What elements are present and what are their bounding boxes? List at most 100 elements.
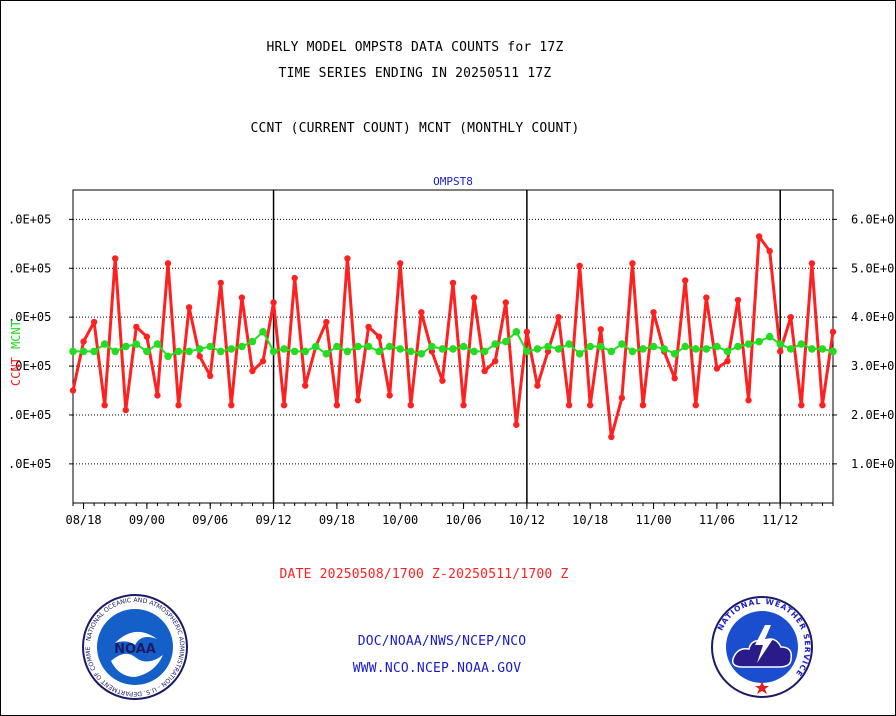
data-point-mcnt <box>691 345 700 353</box>
data-point-ccnt <box>122 406 129 414</box>
y-tick-label-right: 5.0E+0 <box>851 261 894 275</box>
data-point-mcnt <box>79 347 88 356</box>
y-tick-label-left: .0E+05 <box>8 408 51 422</box>
data-point-mcnt <box>702 345 711 353</box>
legend-line: CCNT (CURRENT COUNT) MCNT (MONTHLY COUNT… <box>250 121 580 136</box>
data-point-mcnt <box>639 345 647 353</box>
data-point-mcnt <box>248 337 257 346</box>
data-point-mcnt <box>491 340 500 348</box>
data-point-mcnt <box>206 342 215 351</box>
data-point-ccnt <box>302 382 309 389</box>
data-point-ccnt <box>755 233 763 240</box>
date-range: DATE 20250508/1700 Z-20250511/1700 Z <box>279 567 569 582</box>
data-point-mcnt <box>829 347 837 356</box>
data-point-mcnt <box>575 350 584 358</box>
data-point-mcnt <box>554 345 563 353</box>
data-point-mcnt <box>734 342 742 351</box>
data-point-ccnt <box>185 304 193 311</box>
data-point-mcnt <box>808 345 816 353</box>
data-point-ccnt <box>90 318 98 326</box>
data-point-ccnt <box>502 299 509 306</box>
data-point-ccnt <box>375 333 383 340</box>
x-tick-label: 10/18 <box>572 513 608 527</box>
data-point-ccnt <box>787 313 794 321</box>
data-point-ccnt <box>798 401 805 409</box>
data-point-mcnt <box>797 340 806 348</box>
y-tick-label-left: .0E+05 <box>8 261 51 275</box>
data-point-mcnt <box>385 342 394 351</box>
data-point-ccnt <box>112 255 119 262</box>
y-tick-label-right: 1.0E+0 <box>851 457 894 471</box>
data-point-ccnt <box>682 277 689 284</box>
data-point-ccnt <box>175 401 182 409</box>
data-point-ccnt <box>69 387 77 394</box>
x-tick-label: 11/12 <box>762 513 798 527</box>
data-point-ccnt <box>713 365 721 372</box>
data-point-mcnt <box>406 347 415 356</box>
data-point-mcnt <box>90 347 98 356</box>
data-point-mcnt <box>512 328 521 336</box>
data-point-ccnt <box>766 247 773 255</box>
data-point-ccnt <box>608 433 615 441</box>
data-point-ccnt <box>703 294 710 301</box>
data-point-ccnt <box>196 353 203 360</box>
data-point-mcnt <box>111 347 120 356</box>
data-point-mcnt <box>143 347 151 356</box>
data-point-mcnt <box>818 345 827 353</box>
data-point-mcnt <box>269 347 278 356</box>
data-point-mcnt <box>607 347 616 356</box>
data-point-mcnt <box>755 337 763 346</box>
x-tick-label: 08/18 <box>65 513 101 527</box>
x-tick-label: 10/00 <box>382 513 418 527</box>
data-point-ccnt <box>365 323 372 331</box>
chart-title: OMPST8 <box>433 175 473 188</box>
data-point-ccnt <box>629 260 636 267</box>
data-point-ccnt <box>808 260 816 267</box>
x-tick-label: 09/18 <box>319 513 355 527</box>
data-point-ccnt <box>618 394 626 402</box>
data-point-ccnt <box>576 262 583 270</box>
x-tick-label: 10/06 <box>445 513 481 527</box>
y-tick-label-left: .0E+05 <box>8 457 51 471</box>
data-point-mcnt <box>586 342 595 351</box>
data-point-ccnt <box>291 274 298 282</box>
data-point-mcnt <box>375 347 383 356</box>
data-point-mcnt <box>185 347 193 356</box>
y-tick-label-left: .0E+05 <box>8 310 51 324</box>
data-point-mcnt <box>544 342 552 351</box>
data-point-ccnt <box>777 348 784 355</box>
data-point-mcnt <box>259 328 267 336</box>
data-point-ccnt <box>692 401 699 409</box>
data-point-ccnt <box>207 372 214 380</box>
data-point-ccnt <box>734 296 742 304</box>
data-point-mcnt <box>322 350 331 358</box>
y-axis-label-ccnt: CCNT <box>9 357 23 386</box>
data-point-ccnt <box>565 401 573 409</box>
data-point-ccnt <box>154 392 161 399</box>
data-point-ccnt <box>523 328 531 336</box>
data-point-ccnt <box>80 338 87 345</box>
x-tick-label: 09/06 <box>192 513 228 527</box>
data-point-ccnt <box>513 421 520 428</box>
data-point-ccnt <box>280 401 288 409</box>
x-tick-label: 09/00 <box>129 513 165 527</box>
data-point-ccnt <box>418 309 425 316</box>
data-point-mcnt <box>786 345 795 353</box>
data-point-mcnt <box>565 340 573 348</box>
data-point-mcnt <box>660 345 668 353</box>
data-point-mcnt <box>618 340 626 348</box>
data-point-ccnt <box>238 294 246 301</box>
series-line-ccnt <box>71 235 835 439</box>
org-path[interactable]: DOC/NOAA/NWS/NCEP/NCO <box>357 634 527 649</box>
data-point-mcnt <box>628 347 637 356</box>
nws-logo: NATIONAL WEATHER SERVICE <box>711 596 813 698</box>
y-axis-label-mcnt: MCNT <box>9 320 23 349</box>
data-point-ccnt <box>133 323 140 331</box>
website-link[interactable]: WWW.NCO.NCEP.NOAA.GOV <box>352 661 522 676</box>
data-point-mcnt <box>311 342 320 351</box>
data-point-ccnt <box>397 260 404 267</box>
data-point-ccnt <box>386 392 393 399</box>
data-point-ccnt <box>249 367 256 375</box>
data-point-ccnt <box>597 326 604 333</box>
